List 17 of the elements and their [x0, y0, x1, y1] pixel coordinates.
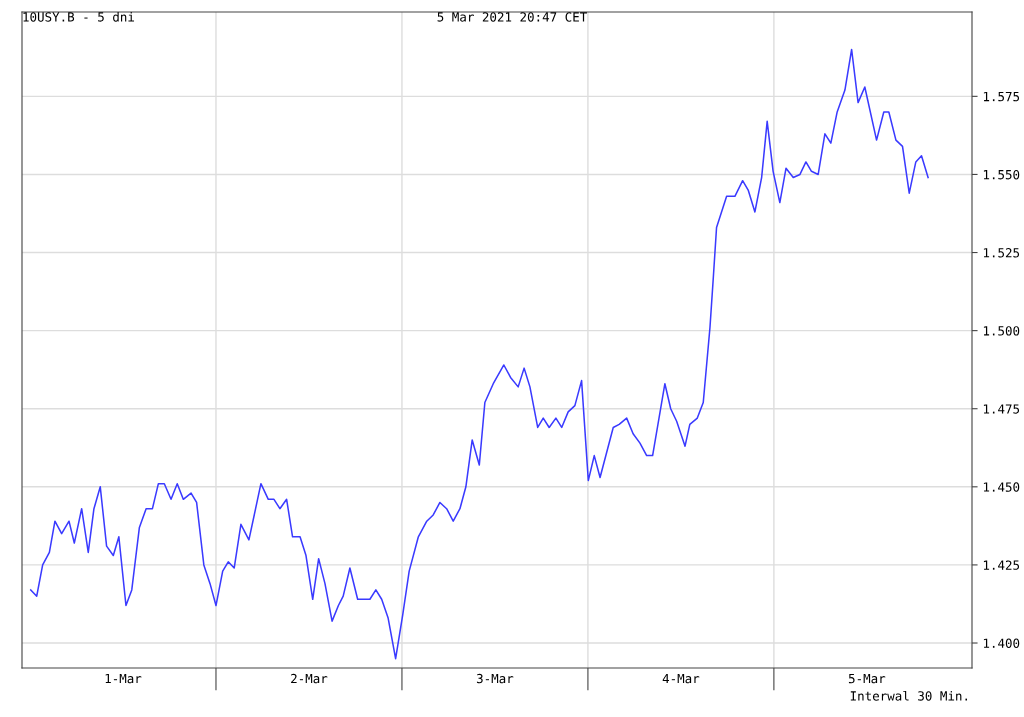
y-tick-label: 1.500 [983, 326, 1020, 336]
y-tick-label: 1.450 [983, 482, 1020, 492]
y-tick-label: 1.525 [983, 248, 1020, 258]
line-series [30, 48, 929, 660]
x-tick-label: 1-Mar [105, 674, 142, 684]
y-tick-label: 1.425 [983, 560, 1020, 570]
y-tick-label: 1.550 [983, 169, 1020, 180]
y-tick-label: 1.475 [983, 404, 1020, 414]
y-tick-label: 1.400 [983, 638, 1020, 648]
text: Interwal 30 Min. [850, 690, 967, 701]
chart-subtitle: 5 Mar 2021 20:47 CET [437, 12, 587, 22]
x-tick-label: 4-Mar [662, 674, 700, 684]
x-tick-label: 5-Mar [848, 674, 886, 684]
chart-title: 10USY.B - 5 dni [23, 11, 135, 22]
x-tick-label: 3-Mar [476, 673, 514, 684]
y-tick-label: 1.575 [983, 92, 1020, 102]
x-tick-label: 2-Mar [291, 673, 328, 684]
